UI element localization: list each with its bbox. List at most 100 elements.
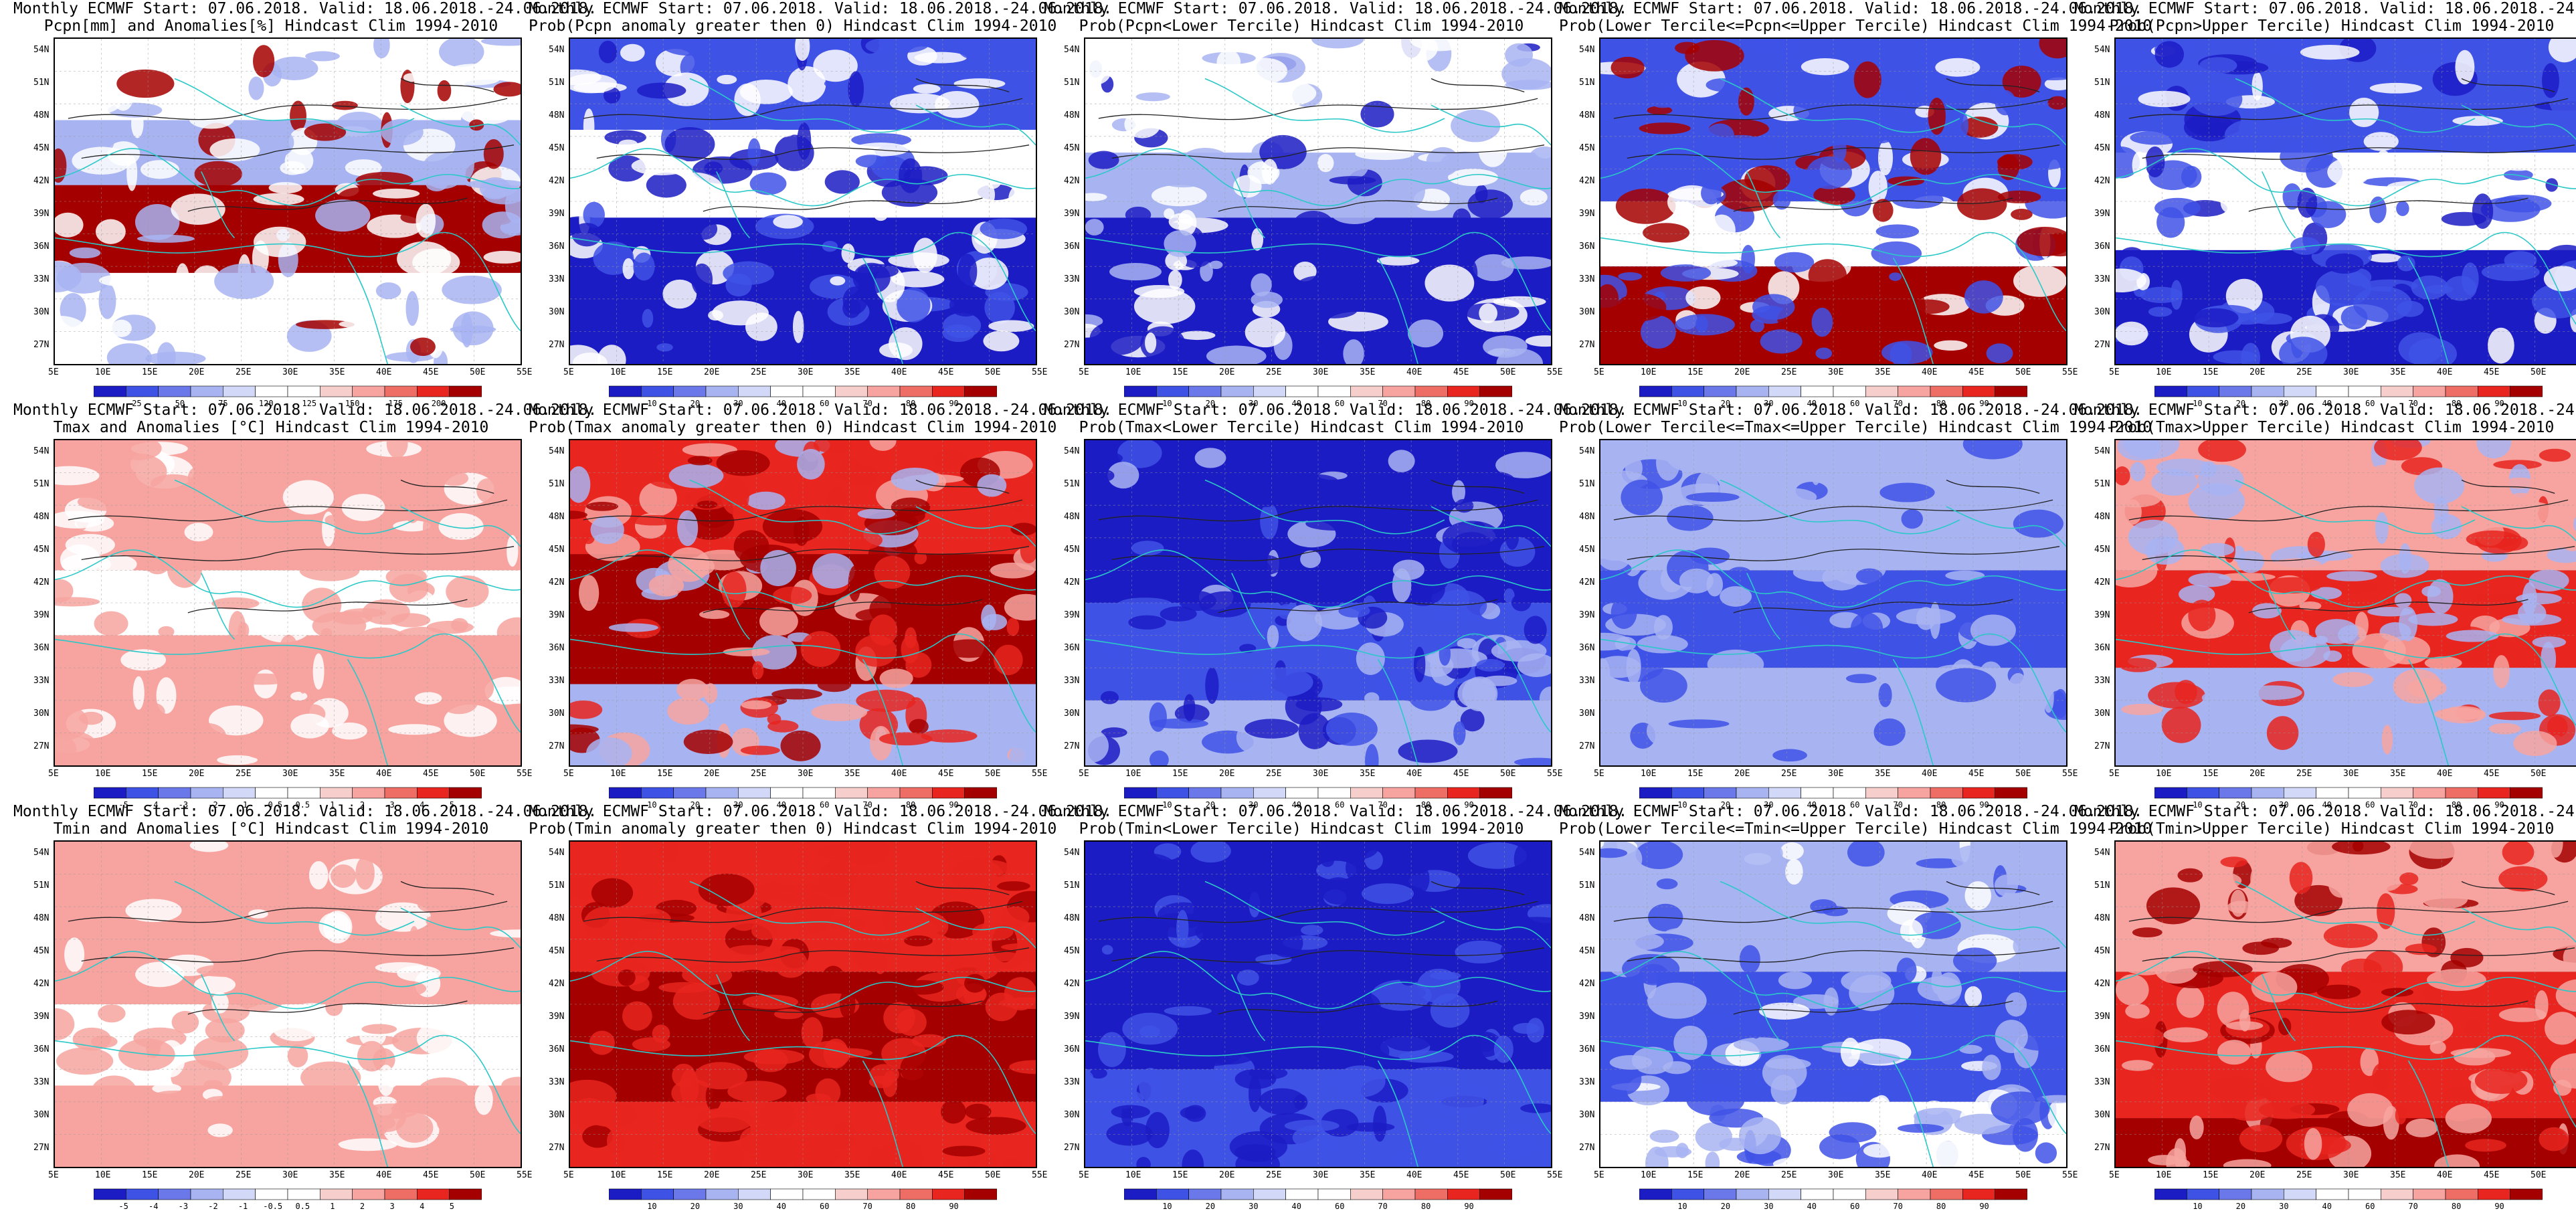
colorbar-label: 80 — [2451, 1202, 2462, 1211]
lat-tick-label: 39N — [549, 1012, 565, 1022]
lon-tick-label: 5E — [1594, 1170, 1604, 1180]
lon-tick-label: 50E — [2531, 367, 2547, 377]
lon-tick-label: 55E — [1032, 1170, 1048, 1180]
lat-tick-label: 42N — [1064, 979, 1080, 989]
lon-tick-label: 25E — [1781, 1170, 1797, 1180]
lat-tick-label: 45N — [2094, 946, 2110, 956]
lon-tick-label: 25E — [1781, 769, 1797, 779]
colorbar-label: 3 — [389, 800, 395, 810]
colorbar-label: 20 — [1205, 800, 1216, 810]
colorbar-label: 40 — [1807, 800, 1817, 810]
lon-tick-label: 5E — [1079, 1170, 1089, 1180]
lon-tick-label: 15E — [1172, 1170, 1188, 1180]
lon-tick-label: 45E — [423, 769, 439, 779]
panel-title-line2: Prob(Tmax<Lower Tercile) Hindcast Clim 1… — [1079, 419, 1524, 436]
lat-tick-label: 39N — [2094, 610, 2110, 620]
panel-title-line2: Prob(Tmin<Lower Tercile) Hindcast Clim 1… — [1079, 820, 1524, 838]
lat-tick-label: 30N — [33, 1110, 50, 1120]
colorbar-label: 4 — [420, 800, 425, 810]
lon-tick-label: 30E — [2343, 769, 2359, 779]
lon-tick-label: 5E — [1594, 769, 1604, 779]
lat-tick-label: 54N — [1579, 446, 1595, 456]
lon-tick-label: 30E — [798, 367, 814, 377]
lat-tick-label: 30N — [549, 709, 565, 719]
lat-tick-label: 45N — [33, 143, 50, 153]
lon-tick-label: 50E — [2015, 367, 2031, 377]
panel-title-line2: Prob(Pcpn>Upper Tercile) Hindcast Clim 1… — [2109, 17, 2555, 35]
panel-title-line1: Monthly ECMWF Start: 07.06.2018. Valid: … — [529, 0, 1113, 17]
lon-tick-label: 20E — [1219, 1170, 1235, 1180]
colorbar-label: 20 — [690, 399, 701, 408]
lat-tick-label: 27N — [33, 741, 50, 751]
lon-tick-label: 30E — [1828, 769, 1844, 779]
colorbar-label: 30 — [2279, 800, 2289, 810]
lat-tick-label: 30N — [1064, 307, 1080, 317]
colorbar-label: 70 — [1893, 399, 1903, 408]
lon-tick-label: 25E — [236, 769, 252, 779]
lon-tick-label: 10E — [2156, 1170, 2172, 1180]
colorbar-label: 40 — [776, 1202, 786, 1211]
lon-tick-label: 15E — [1687, 769, 1704, 779]
lat-tick-label: 54N — [2094, 848, 2110, 858]
lon-tick-label: 10E — [610, 367, 626, 377]
lat-tick-label: 36N — [549, 242, 565, 252]
lat-tick-label: 48N — [1579, 913, 1595, 923]
lon-tick-label: 40E — [891, 1170, 907, 1180]
lon-tick-label: 15E — [142, 1170, 158, 1180]
lat-tick-label: 42N — [1579, 577, 1595, 587]
lon-tick-label: 35E — [329, 1170, 345, 1180]
panel-title-line2: Prob(Tmax anomaly greater then 0) Hindca… — [529, 419, 1057, 436]
colorbar-label: 90 — [949, 1202, 959, 1211]
lat-tick-label: 36N — [549, 643, 565, 653]
lat-tick-label: 27N — [2094, 1143, 2110, 1153]
lon-tick-label: 10E — [610, 769, 626, 779]
lat-tick-label: 33N — [1579, 274, 1595, 284]
colorbar-label: 2 — [359, 800, 365, 810]
colorbar-label: 10 — [1677, 399, 1687, 408]
colorbar-label: 10 — [647, 399, 657, 408]
lat-tick-label: 39N — [1579, 610, 1595, 620]
colorbar-label: 80 — [1936, 1202, 1946, 1211]
lat-tick-label: 48N — [1064, 913, 1080, 923]
lat-tick-label: 36N — [33, 242, 50, 252]
lon-tick-label: 35E — [1875, 769, 1891, 779]
colorbar — [1124, 385, 1512, 397]
lon-tick-label: 20E — [1219, 367, 1235, 377]
lon-tick-label: 15E — [2203, 1170, 2219, 1180]
colorbar-label: 20 — [690, 800, 701, 810]
lon-tick-label: 50E — [1500, 769, 1516, 779]
lat-tick-label: 30N — [2094, 307, 2110, 317]
lat-tick-label: 51N — [2094, 880, 2110, 891]
lon-tick-label: 10E — [1641, 367, 1657, 377]
colorbar-label: 70 — [1378, 1202, 1388, 1211]
panel-title-line1: Monthly ECMWF Start: 07.06.2018. Valid: … — [13, 401, 597, 419]
lat-tick-label: 48N — [2094, 512, 2110, 522]
lat-tick-label: 54N — [549, 45, 565, 55]
lat-tick-label: 33N — [1579, 676, 1595, 686]
colorbar-label: 60 — [819, 399, 830, 408]
colorbar-label: 10 — [1677, 1202, 1687, 1211]
lat-tick-label: 51N — [33, 479, 50, 489]
lon-tick-label: 30E — [282, 769, 298, 779]
lat-tick-label: 42N — [33, 979, 50, 989]
lon-tick-label: 5E — [48, 367, 59, 377]
lat-tick-label: 45N — [549, 143, 565, 153]
lon-tick-label: 45E — [1453, 367, 1469, 377]
lon-tick-label: 50E — [470, 1170, 486, 1180]
lat-tick-label: 36N — [33, 1044, 50, 1054]
lon-tick-label: 15E — [657, 367, 673, 377]
lon-tick-label: 40E — [2437, 769, 2453, 779]
colorbar-label: 70 — [1378, 399, 1388, 408]
lon-tick-label: 20E — [704, 769, 720, 779]
lon-tick-label: 55E — [2062, 367, 2078, 377]
colorbar-label: 40 — [1291, 1202, 1301, 1211]
colorbar-label: 200 — [431, 399, 446, 408]
colorbar-label: 80 — [2451, 800, 2462, 810]
lon-tick-label: 55E — [1032, 367, 1048, 377]
lat-tick-label: 39N — [2094, 209, 2110, 219]
colorbar-label: 90 — [949, 800, 959, 810]
lon-tick-label: 35E — [844, 1170, 860, 1180]
map-panel: Monthly ECMWF Start: 07.06.2018. Valid: … — [529, 0, 1113, 408]
lat-tick-label: 36N — [2094, 242, 2110, 252]
panel-title-line1: Monthly ECMWF Start: 07.06.2018. Valid: … — [13, 803, 597, 820]
